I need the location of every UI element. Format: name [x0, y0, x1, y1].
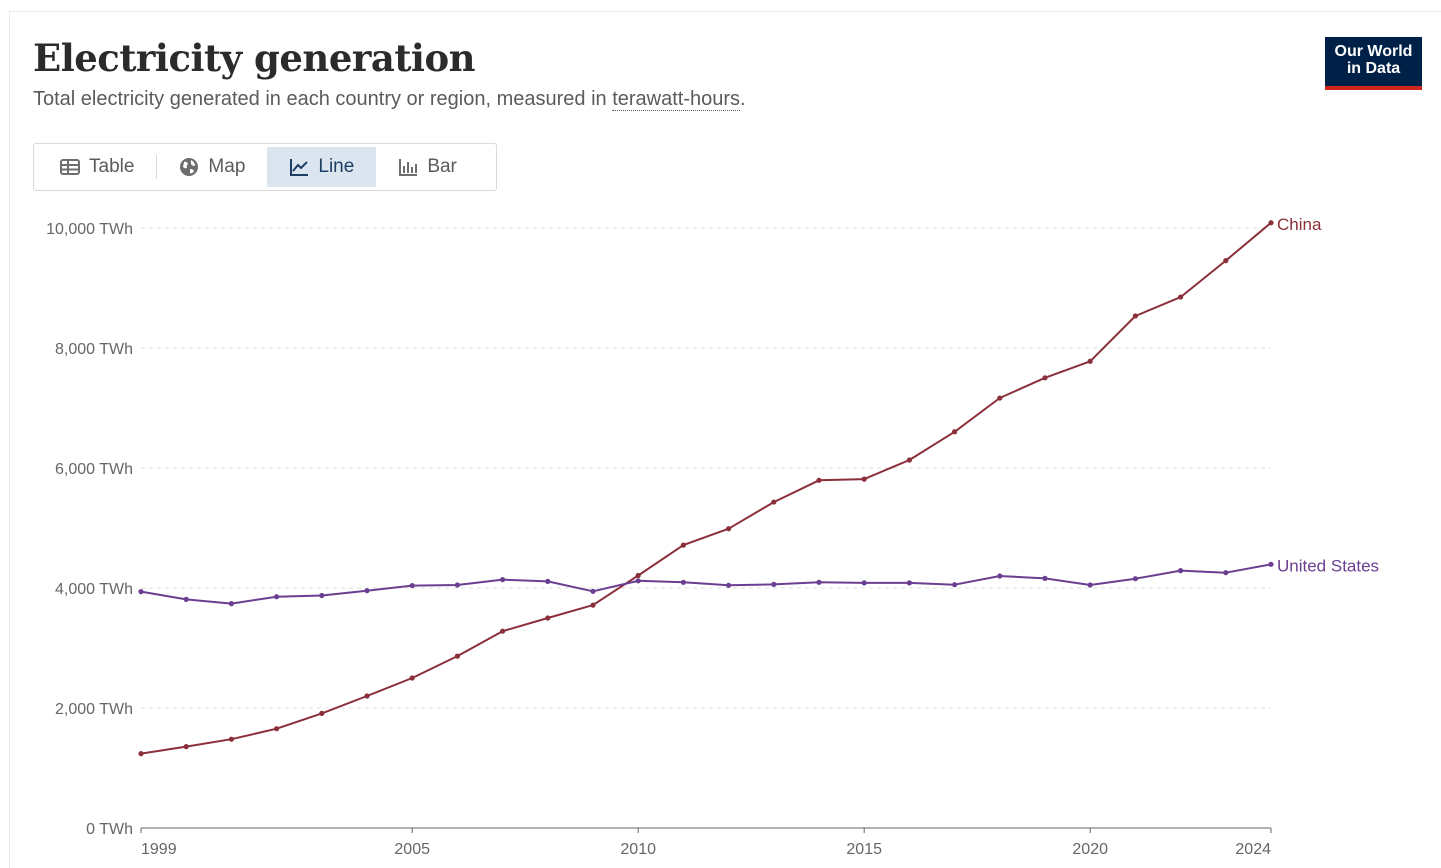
data-point — [906, 457, 913, 463]
tab-line[interactable]: Line — [267, 147, 377, 187]
data-point — [183, 596, 189, 603]
data-point — [1223, 570, 1229, 576]
x-tick-label: 1999 — [141, 841, 177, 858]
data-point — [409, 583, 415, 589]
data-point — [183, 744, 189, 750]
data-point — [952, 429, 958, 435]
data-point — [1087, 582, 1093, 588]
y-tick-label: 6,000 TWh — [55, 461, 133, 478]
data-point — [138, 751, 144, 757]
data-point — [228, 736, 234, 742]
data-point — [635, 578, 641, 584]
series-label-united-states: United States — [1277, 556, 1379, 575]
data-point — [274, 594, 280, 600]
subtitle-text: Total electricity generated in each coun… — [33, 88, 613, 110]
data-point — [680, 579, 687, 585]
data-point — [454, 653, 460, 659]
data-point — [1223, 258, 1229, 264]
tab-bar[interactable]: Bar — [376, 147, 479, 187]
data-point — [861, 580, 867, 586]
data-point — [952, 582, 958, 588]
table-icon — [60, 159, 80, 175]
x-tick-label: 2010 — [620, 841, 656, 858]
data-point — [1132, 576, 1138, 582]
chart-frame — [9, 11, 1441, 868]
y-tick-label: 0 TWh — [86, 821, 133, 838]
data-point — [1087, 358, 1093, 364]
subtitle-suffix: . — [740, 88, 746, 110]
data-point — [500, 628, 506, 634]
data-point — [771, 581, 777, 588]
data-point — [409, 675, 415, 681]
data-point — [545, 578, 551, 585]
data-point — [997, 395, 1003, 401]
tab-line-label: Line — [318, 156, 355, 177]
y-tick-label: 8,000 TWh — [55, 341, 133, 358]
data-point — [319, 592, 325, 599]
tab-table[interactable]: Table — [38, 147, 156, 187]
data-point — [997, 573, 1003, 579]
data-point — [771, 499, 777, 505]
data-point — [816, 579, 822, 585]
data-point — [1178, 294, 1184, 300]
page-subtitle: Total electricity generated in each coun… — [33, 88, 746, 111]
data-point — [1132, 313, 1138, 319]
y-tick-label: 10,000 TWh — [46, 221, 133, 238]
tab-map-label: Map — [208, 156, 246, 177]
data-point — [319, 710, 325, 717]
data-point — [228, 601, 234, 607]
data-point — [454, 582, 460, 588]
terawatt-hours-link[interactable]: terawatt-hours — [612, 88, 741, 111]
line-chart-icon — [289, 158, 309, 176]
x-tick-label: 2020 — [1072, 841, 1108, 858]
data-point — [1042, 575, 1048, 582]
globe-icon — [179, 157, 199, 177]
logo-line-1: Our World — [1334, 43, 1413, 60]
tab-table-label: Table — [89, 156, 135, 177]
page-title: Electricity generation — [33, 36, 476, 80]
tab-separator — [156, 155, 158, 179]
data-point — [500, 577, 506, 583]
bar-chart-icon — [398, 158, 418, 176]
tab-bar-label: Bar — [427, 156, 457, 177]
data-point — [138, 589, 144, 595]
chart-type-tabs: Table Map Line Bar — [33, 143, 497, 191]
data-point — [635, 572, 641, 579]
data-point — [590, 588, 596, 594]
y-tick-label: 4,000 TWh — [55, 581, 133, 598]
series-label-china: China — [1277, 215, 1322, 234]
x-tick-label: 2005 — [394, 841, 430, 858]
data-point — [274, 726, 280, 732]
data-point — [364, 588, 370, 594]
data-point — [1042, 375, 1048, 381]
data-point — [906, 580, 913, 586]
data-point — [590, 602, 596, 608]
x-tick-label: 2024 — [1235, 841, 1271, 858]
data-point — [1178, 568, 1184, 574]
tab-map[interactable]: Map — [157, 147, 267, 187]
logo-line-2: in Data — [1346, 60, 1401, 77]
data-point — [680, 542, 687, 548]
y-tick-label: 2,000 TWh — [55, 701, 133, 718]
data-point — [364, 693, 370, 699]
data-point — [726, 582, 732, 588]
series-line-united-states — [140, 563, 1272, 605]
data-point — [861, 476, 867, 482]
series-line-china — [140, 222, 1272, 755]
x-tick-label: 2015 — [846, 841, 882, 858]
data-point — [1268, 561, 1274, 567]
data-point — [726, 526, 732, 532]
data-point — [545, 615, 551, 621]
owid-logo[interactable]: Our World in Data — [1325, 37, 1422, 90]
data-point — [1268, 220, 1274, 226]
data-point — [816, 477, 822, 483]
